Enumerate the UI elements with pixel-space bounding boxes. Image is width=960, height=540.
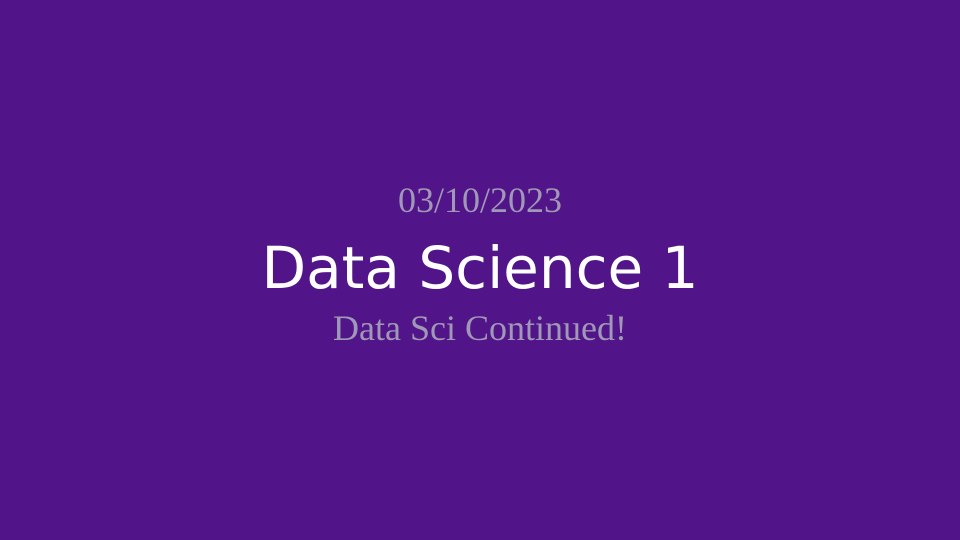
slide-subtitle: Data Sci Continued! [333,308,627,348]
slide-date: 03/10/2023 [397,180,562,220]
slide-title: Data Science 1 [261,234,699,302]
